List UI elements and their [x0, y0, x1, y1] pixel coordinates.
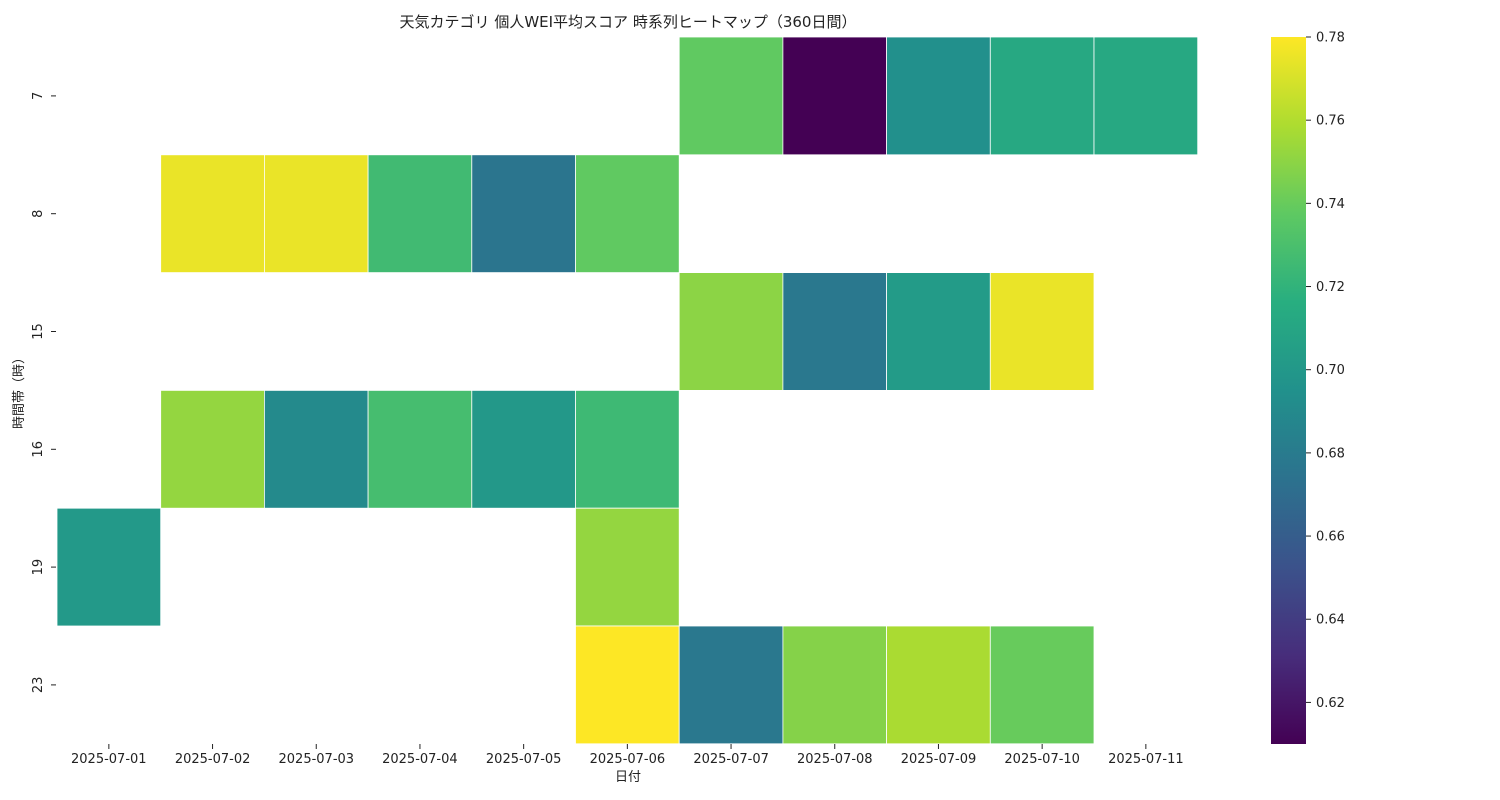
chart-title: 天気カテゴリ 個人WEI平均スコア 時系列ヒートマップ（360日間） — [400, 13, 857, 31]
heatmap-cell — [471, 389, 576, 509]
colorbar-tick-label: 0.76 — [1316, 114, 1345, 129]
heatmap-cells — [56, 36, 1199, 745]
heatmap-cell — [989, 36, 1095, 156]
y-tick-label: 23 — [31, 677, 46, 694]
colorbar-tick-label: 0.66 — [1316, 530, 1345, 545]
heatmap-cell — [263, 389, 369, 509]
heatmap-cell — [886, 272, 991, 391]
y-tick-label: 7 — [31, 92, 46, 100]
x-tick-label: 2025-07-10 — [1004, 752, 1080, 767]
heatmap-cell — [886, 36, 991, 156]
x-tick-label: 2025-07-05 — [486, 752, 562, 767]
colorbar-ticks: 0.62 0.64 0.66 0.68 0.70 0.72 0.74 0.76 0.78 — [1306, 31, 1345, 711]
heatmap-cell — [678, 625, 784, 745]
heatmap-cell — [989, 625, 1095, 745]
y-axis-label: 時間帯（時） — [12, 351, 27, 429]
x-tick-label: 2025-07-01 — [71, 752, 147, 767]
heatmap-cell — [1093, 36, 1199, 156]
heatmap-cell — [575, 625, 680, 745]
x-tick-label: 2025-07-09 — [901, 752, 977, 767]
y-axis: 7 8 15 16 19 23 — [31, 92, 56, 693]
heatmap-cell — [471, 154, 576, 274]
colorbar-tick-label: 0.78 — [1316, 31, 1345, 46]
x-tick-label: 2025-07-11 — [1108, 752, 1184, 767]
colorbar-tick-label: 0.62 — [1316, 696, 1345, 711]
x-tick-label: 2025-07-06 — [590, 752, 666, 767]
colorbar-tick-label: 0.74 — [1316, 197, 1345, 212]
heatmap-cell — [575, 154, 680, 274]
heatmap-cell — [367, 154, 473, 274]
heatmap-cell — [575, 507, 680, 627]
y-tick-label: 15 — [31, 323, 46, 340]
heatmap-cell — [782, 36, 888, 156]
x-tick-label: 2025-07-08 — [797, 752, 873, 767]
y-tick-label: 16 — [31, 441, 46, 458]
heatmap-cell — [367, 389, 473, 509]
heatmap-cell — [782, 272, 888, 391]
heatmap-cell — [678, 36, 784, 156]
colorbar-tick-label: 0.68 — [1316, 446, 1345, 461]
x-axis-label: 日付 — [615, 770, 641, 785]
heatmap-cell — [989, 272, 1095, 391]
x-tick-label: 2025-07-03 — [279, 752, 355, 767]
heatmap-cell — [160, 389, 265, 509]
colorbar-tick-label: 0.72 — [1316, 280, 1345, 295]
heatmap-cell — [782, 625, 888, 745]
y-tick-label: 19 — [31, 559, 46, 576]
x-axis: 2025-07-01 2025-07-02 2025-07-03 2025-07-04… — [71, 744, 1184, 767]
y-tick-label: 8 — [31, 210, 46, 218]
colorbar — [1271, 37, 1306, 744]
x-tick-label: 2025-07-02 — [175, 752, 251, 767]
heatmap-cell — [678, 272, 784, 391]
heatmap-cell — [575, 389, 680, 509]
colorbar-tick-label: 0.70 — [1316, 363, 1345, 378]
x-tick-label: 2025-07-04 — [382, 752, 458, 767]
heatmap-cell — [263, 154, 369, 274]
colorbar-tick-label: 0.64 — [1316, 613, 1345, 628]
heatmap-cell — [160, 154, 265, 274]
x-tick-label: 2025-07-07 — [693, 752, 769, 767]
heatmap-cell — [886, 625, 991, 745]
heatmap-cell — [56, 507, 162, 627]
